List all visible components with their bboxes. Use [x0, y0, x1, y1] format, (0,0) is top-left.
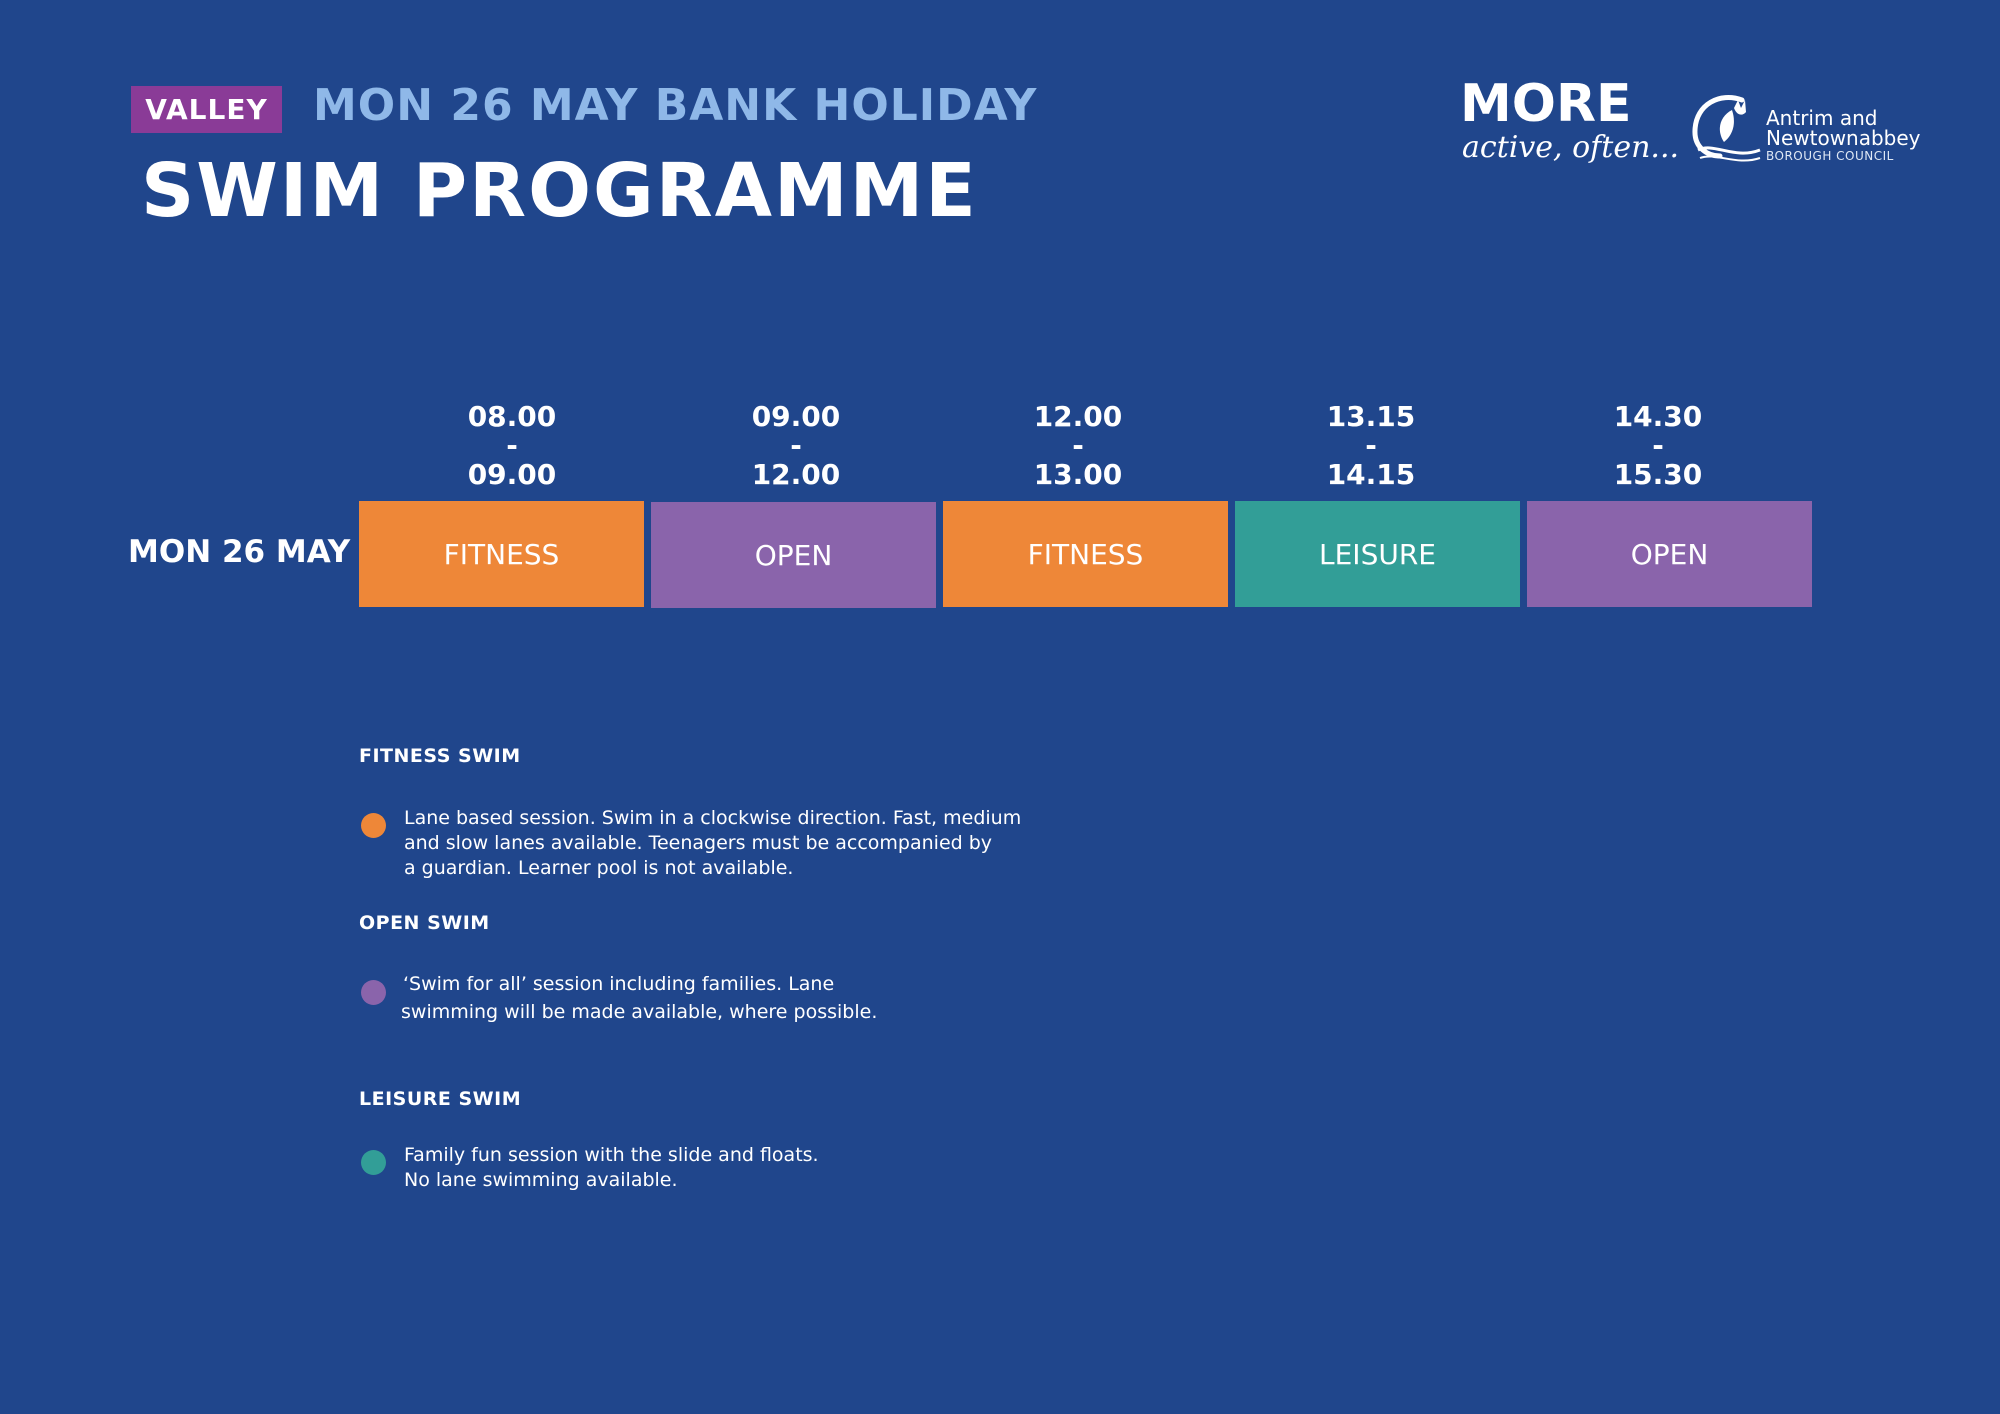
legend-line: Lane based session. Swim in a clockwise …	[404, 807, 1022, 829]
time-separator: -	[506, 429, 518, 462]
legend-heading-open: OPEN SWIM	[359, 912, 490, 934]
legend-line: Family fun session with the slide and fl…	[404, 1144, 819, 1166]
time-separator: -	[1652, 429, 1664, 462]
day-label: MON 26 MAY	[128, 534, 351, 570]
time-start: 08.00	[467, 400, 557, 433]
session-block-fitness: FITNESS	[359, 501, 644, 607]
time-range: 09.00 - 12.00	[653, 402, 939, 489]
time-end: 14.15	[1326, 458, 1416, 491]
time-range: 13.15 - 14.15	[1228, 402, 1514, 489]
legend-heading-fitness: FITNESS SWIM	[359, 745, 521, 767]
legend-dot-leisure	[361, 1150, 386, 1175]
time-start: 09.00	[751, 400, 841, 433]
legend-line: swimming will be made available, where p…	[401, 1001, 878, 1023]
time-end: 13.00	[1033, 458, 1123, 491]
time-end: 12.00	[751, 458, 841, 491]
legend-line: No lane swimming available.	[404, 1169, 678, 1191]
legend-description-leisure: Family fun session with the slide and fl…	[404, 1143, 819, 1193]
time-range: 08.00 - 09.00	[369, 402, 655, 489]
session-label: FITNESS	[443, 537, 560, 571]
time-range: 12.00 - 13.00	[935, 402, 1221, 489]
session-block-leisure: LEISURE	[1235, 501, 1520, 607]
time-range: 14.30 - 15.30	[1515, 402, 1801, 489]
legend-line: a guardian. Learner pool is not availabl…	[404, 857, 794, 879]
legend-line: and slow lanes available. Teenagers must…	[404, 832, 993, 854]
time-separator: -	[1365, 429, 1377, 462]
legend-dot-fitness	[361, 813, 386, 838]
session-label: FITNESS	[1027, 537, 1144, 571]
page-subtitle: MON 26 MAY BANK HOLIDAY	[313, 80, 1038, 131]
council-logo: Antrim and Newtownabbey BOROUGH COUNCIL	[1690, 90, 1930, 165]
session-block-open: OPEN	[1527, 501, 1812, 607]
more-active-often-logo: MORE active, often...	[1460, 74, 1679, 168]
session-block-fitness: FITNESS	[943, 501, 1228, 607]
time-start: 14.30	[1613, 400, 1703, 433]
brand-logo-tagline: active, often...	[1462, 130, 1680, 165]
session-label: LEISURE	[1319, 537, 1436, 571]
council-name-line1: Antrim and	[1766, 106, 1878, 130]
legend-dot-open	[361, 980, 386, 1005]
session-label: OPEN	[1630, 537, 1709, 571]
council-emblem-icon	[1692, 95, 1761, 162]
time-separator: -	[1072, 429, 1084, 462]
time-start: 12.00	[1033, 400, 1123, 433]
session-block-open: OPEN	[651, 502, 936, 608]
venue-badge: VALLEY	[131, 86, 282, 133]
time-end: 15.30	[1613, 458, 1703, 491]
legend-description-open: ‘Swim for all’ session including familie…	[401, 972, 877, 1025]
page-title: SWIM PROGRAMME	[141, 148, 978, 234]
legend-line: ‘Swim for all’ session including familie…	[403, 973, 835, 995]
time-end: 09.00	[467, 458, 557, 491]
time-separator: -	[790, 429, 802, 462]
session-label: OPEN	[754, 538, 833, 572]
council-name-line2: Newtownabbey	[1766, 126, 1921, 150]
brand-logo-main: MORE	[1460, 74, 1632, 134]
time-start: 13.15	[1326, 400, 1416, 433]
council-name-line3: BOROUGH COUNCIL	[1766, 149, 1894, 163]
legend-description-fitness: Lane based session. Swim in a clockwise …	[404, 806, 1021, 881]
legend-heading-leisure: LEISURE SWIM	[359, 1088, 522, 1110]
